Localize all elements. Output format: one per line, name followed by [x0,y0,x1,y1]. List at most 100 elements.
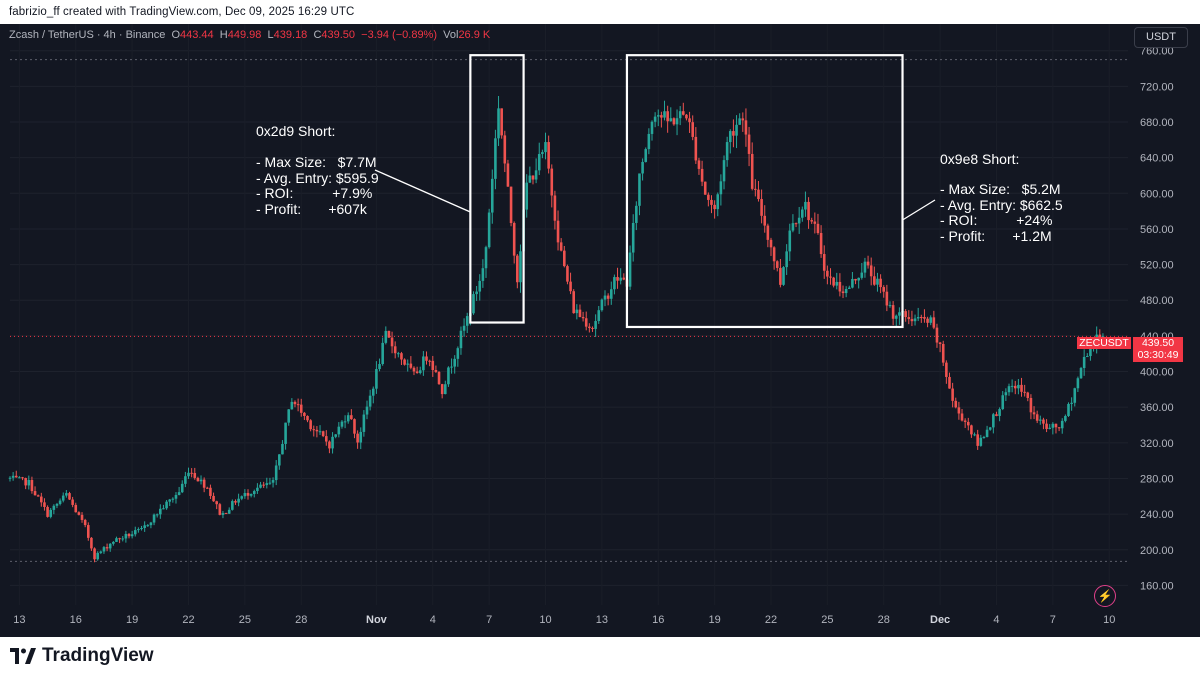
candle-body [697,160,701,169]
candle-body [816,223,820,234]
candle-body [876,278,879,285]
candle-body [509,186,513,224]
candle-body [33,491,37,496]
candle-body [578,309,582,318]
price-tick-label: 600.00 [1140,188,1174,200]
candle-body [133,530,137,535]
highlight-boxes[interactable] [469,54,904,329]
candle-body [362,414,366,432]
candle-body [581,317,585,319]
candle-body [118,538,121,540]
candle-body [1067,403,1070,417]
candle-body [409,363,413,368]
candle-body [904,311,907,318]
candle-body [982,436,986,438]
lightning-icon[interactable]: ⚡ [1094,585,1116,607]
candle-body [841,291,845,294]
candle-body [431,360,435,371]
candle-body [588,326,591,328]
candle-body [656,115,660,117]
candle-body [766,225,770,240]
candle-body [691,122,695,137]
candle-body [525,182,529,210]
tradingview-logo[interactable]: TradingView [10,645,154,667]
candle-body [1064,416,1067,421]
candle-body [384,330,388,343]
candle-body [165,501,168,509]
currency-button[interactable]: USDT [1134,27,1188,48]
candle-body [149,522,153,526]
annotation-left-title: 0x2d9 Short: [256,123,336,139]
annotation-right-line: - Avg. Entry: $662.5 [940,196,1063,213]
candle-body [609,289,613,299]
candle-body [566,266,569,282]
candle-body [1054,423,1058,428]
candle-body [844,288,848,294]
candle-body [71,499,74,505]
candle-body [960,413,964,421]
candle-body [907,317,911,320]
time-tick-label: 19 [126,614,138,626]
candle-body [393,346,397,354]
candle-body [246,493,250,496]
time-tick-label: 25 [239,614,251,626]
candle-body [835,281,839,286]
highlight-box-1[interactable] [469,54,525,324]
candle-body [534,170,538,180]
candle-body [108,543,112,549]
low-label: L [267,29,274,41]
candle-body [193,472,197,478]
candle-body [14,475,18,478]
candle-body [597,310,601,322]
candle-body [265,483,269,486]
price-axis[interactable]: 160.00 200.00 240.00 280.00 320.00 360.00 400.… [1140,46,1174,593]
candle-body [368,395,372,407]
candle-body [985,429,989,437]
chart-area[interactable] [0,24,1200,637]
horizontal-lines [10,59,1128,562]
candle-body [941,343,945,363]
candle-body [218,504,222,515]
candle-body [957,407,961,414]
time-tick-label: 7 [1050,614,1056,626]
symbol-legend[interactable]: Zcash / TetherUS · 4h · Binance O443.44 … [9,29,490,41]
time-tick-label: 4 [430,614,436,626]
candle-body [440,384,444,395]
candle-body [1026,392,1030,398]
candlestick-chart[interactable]: 160.00 200.00 240.00 280.00 320.00 360.00 400.… [0,0,1200,637]
candle-body [556,220,560,243]
candle-body [27,480,31,486]
candle-body [1079,368,1083,379]
candle-body [879,278,882,288]
candle-body [857,277,860,281]
candle-body [725,142,729,161]
candle-body [951,388,954,401]
candle-body [65,493,68,496]
candle-body [331,436,334,449]
annotation-leader-left [374,169,471,213]
candle-body [221,513,225,515]
time-tick-label: 16 [652,614,664,626]
low-value: 439.18 [273,29,308,41]
candle-body [146,525,150,527]
highlight-box-2[interactable] [625,54,904,329]
symbol-price-badge: ZECUSDT [1077,337,1131,349]
candle-body [882,287,886,292]
candle-body [296,404,300,406]
time-axis[interactable]: 13 16 19 22 25 28 Nov 4 7 10 13 16 19 22 25 28 Dec 4 7 10 [13,614,1115,626]
candle-body [77,512,81,515]
candle-body [243,493,247,497]
candle-body [885,291,889,306]
candle-body [647,133,651,150]
candle-body [315,429,319,432]
candle-body [788,230,792,252]
candle-body [227,509,231,514]
candle-body [375,369,378,389]
candle-body [750,153,754,189]
candle-body [365,406,369,415]
candle-body [797,217,801,224]
candle-body [719,181,723,195]
candle-body [594,321,597,329]
candle-body [819,233,823,255]
candles [8,95,1105,563]
